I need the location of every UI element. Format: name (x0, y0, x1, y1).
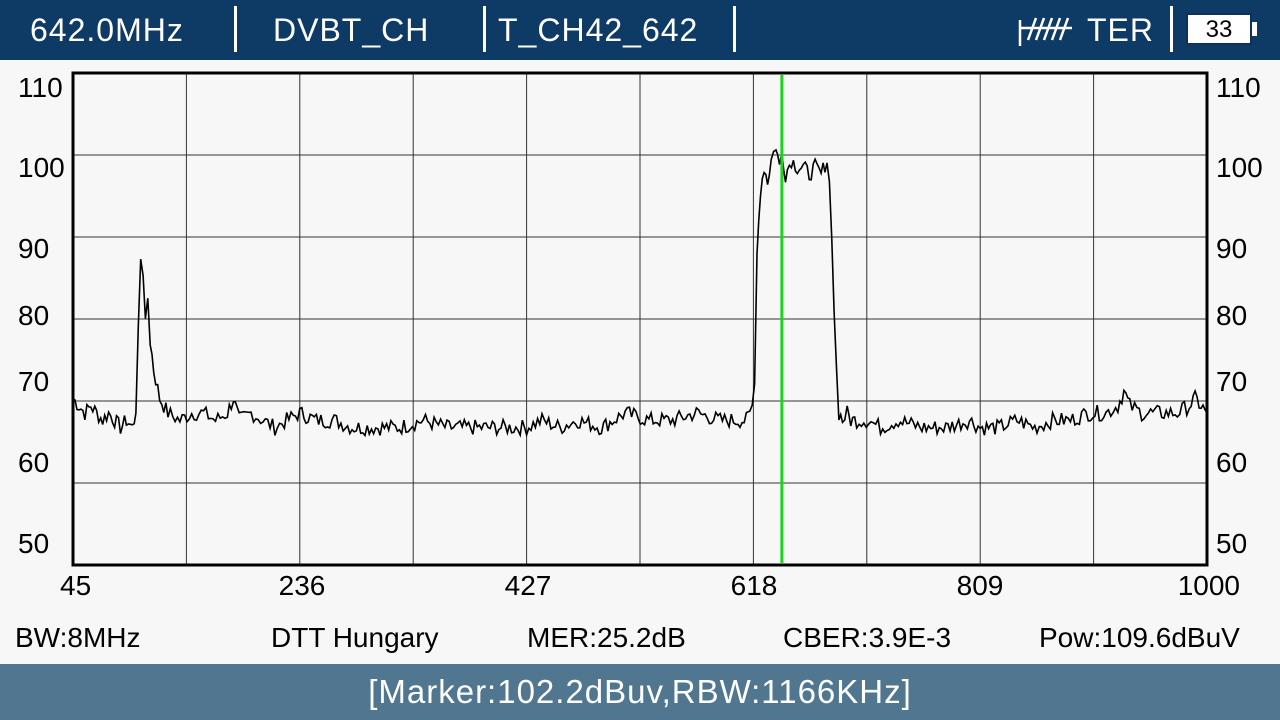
header-divider (733, 6, 736, 52)
battery-level: 33 (1205, 16, 1233, 43)
standard-readout[interactable]: DVBT_CH (273, 12, 430, 48)
header-bar: 642.0MHz DVBT_CH T_CH42_642 TER 33 (0, 0, 1280, 60)
x-tick-label: 45 (60, 570, 92, 601)
y-tick-label-right: 70 (1216, 366, 1248, 397)
y-tick-label-left: 60 (18, 447, 50, 478)
battery-tip (1252, 22, 1257, 36)
header-divider (234, 6, 237, 52)
x-tick-label: 1000 (1177, 570, 1240, 601)
x-tick-label: 809 (956, 570, 1004, 601)
bandwidth-readout: BW:8MHz (15, 622, 141, 653)
header-divider (1170, 6, 1173, 52)
x-tick-label: 618 (730, 570, 778, 601)
header-divider (483, 6, 486, 52)
y-tick-label-right: 90 (1216, 233, 1248, 264)
x-tick-label: 427 (504, 570, 552, 601)
y-tick-label-right: 50 (1216, 528, 1248, 559)
y-tick-label-left: 90 (18, 233, 50, 264)
band-label: TER (1087, 12, 1154, 48)
x-tick-label: 236 (278, 570, 326, 601)
y-tick-label-left: 80 (18, 300, 50, 331)
cber-readout: CBER:3.9E-3 (783, 622, 952, 653)
marker-status-text: [Marker:102.2dBuv,RBW:1166KHz] (368, 673, 912, 710)
power-readout: Pow:109.6dBuV (1039, 622, 1240, 653)
y-tick-label-right: 100 (1216, 152, 1263, 183)
y-tick-label-left: 70 (18, 366, 50, 397)
spectrum-trace (72, 148, 1208, 438)
region-readout: DTT Hungary (271, 622, 439, 653)
marker-status-bar: [Marker:102.2dBuv,RBW:1166KHz] (0, 664, 1280, 720)
y-tick-label-left: 100 (18, 152, 65, 183)
y-tick-label-left: 110 (18, 72, 63, 103)
antenna-icon (1018, 17, 1072, 46)
y-tick-label-right: 110 (1216, 72, 1261, 103)
battery-indicator: 33 (1186, 13, 1252, 45)
y-tick-label-left: 50 (18, 528, 50, 559)
mer-readout: MER:25.2dB (527, 622, 686, 653)
grid-lines (73, 73, 1207, 565)
plot-frame (71, 71, 1209, 567)
channel-readout[interactable]: T_CH42_642 (498, 12, 699, 48)
frequency-readout[interactable]: 642.0MHz (30, 12, 184, 48)
y-tick-label-right: 60 (1216, 447, 1248, 478)
y-tick-label-right: 80 (1216, 300, 1248, 331)
